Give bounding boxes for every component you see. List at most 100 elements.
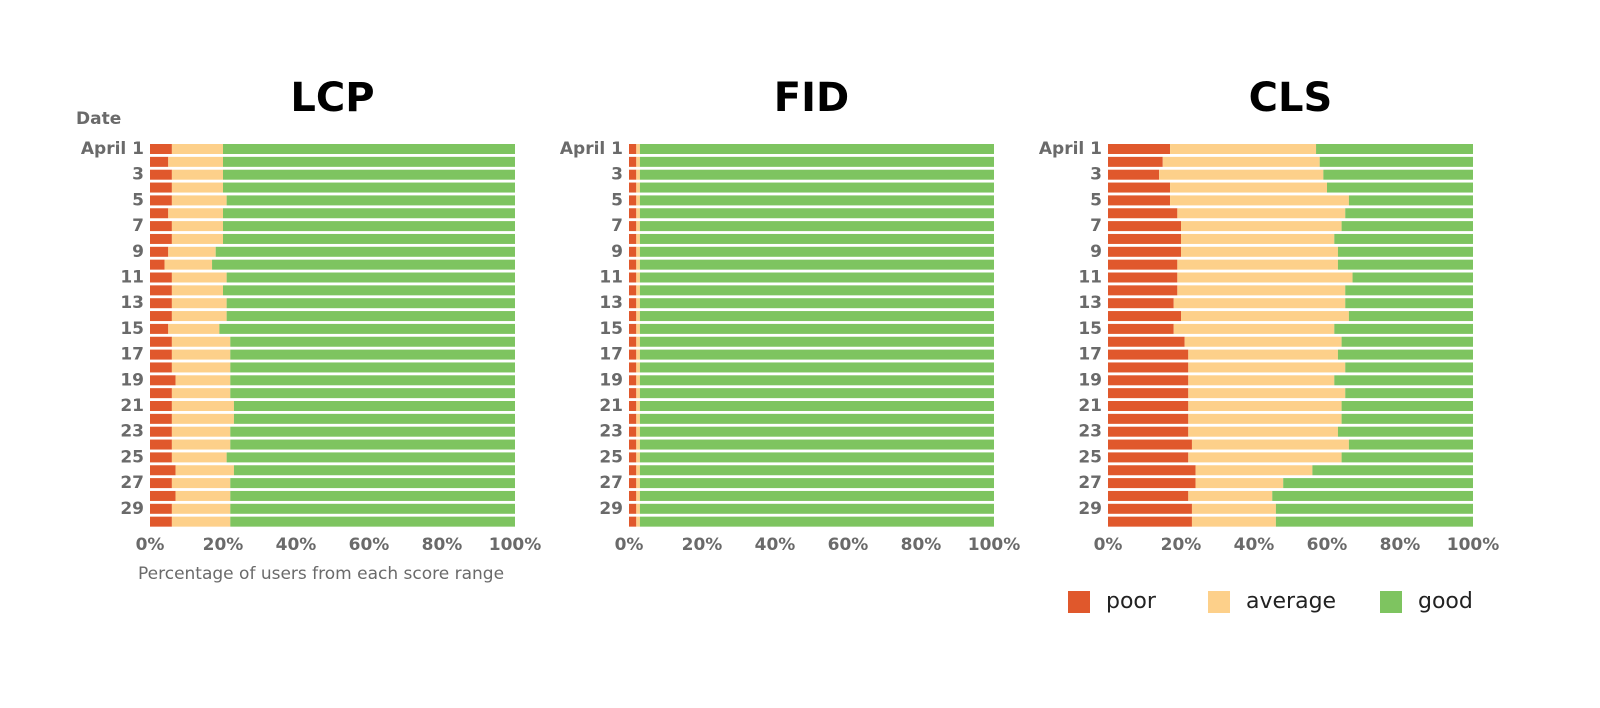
bar-segment <box>1188 349 1338 360</box>
bar-segment <box>168 156 223 167</box>
y-tick-label: 19 <box>120 370 144 390</box>
y-tick-label: 27 <box>1078 473 1102 493</box>
bar-segment <box>223 208 515 219</box>
bar-segment <box>629 452 637 463</box>
bar-segment <box>1275 503 1473 514</box>
y-tick-label: 15 <box>120 319 144 339</box>
bar-segment <box>230 388 516 399</box>
bar-segment <box>636 144 640 154</box>
y-tick-label: 13 <box>1078 293 1102 313</box>
bar-segment <box>171 144 223 154</box>
bar-segment <box>629 465 637 476</box>
y-tick-label: 23 <box>120 422 144 442</box>
bar-segment <box>1345 285 1473 296</box>
bar-segment <box>150 503 172 514</box>
bar-segment <box>1188 362 1346 373</box>
bar-segment <box>150 285 172 296</box>
bar-segment <box>636 298 640 309</box>
bar-segment <box>1337 349 1473 360</box>
bar-segment <box>1108 182 1171 193</box>
bar-segment <box>1191 503 1276 514</box>
bar-segment <box>639 490 994 501</box>
bar-segment <box>223 169 515 180</box>
bar-segment <box>639 362 994 373</box>
bar-segment <box>150 246 169 257</box>
bar-segment <box>1341 452 1473 463</box>
y-tick-label: 5 <box>611 190 623 210</box>
bar-segment <box>150 259 165 270</box>
chart-title: LCP <box>290 75 374 121</box>
bar-segment <box>1108 208 1178 219</box>
bar-segment <box>629 388 637 399</box>
bar-segment <box>230 516 516 527</box>
x-tick-label: 20% <box>682 535 723 555</box>
bar-segment <box>230 426 516 437</box>
bar-segment <box>629 503 637 514</box>
bar-segment <box>1352 272 1473 283</box>
y-tick-label: 17 <box>599 345 623 365</box>
bar-segment <box>636 208 640 219</box>
bar-segment <box>1108 401 1189 411</box>
y-tick-label: 27 <box>120 473 144 493</box>
bar-segment <box>1341 413 1473 424</box>
bar-segment <box>636 336 640 347</box>
bar-segment <box>1177 272 1353 283</box>
y-tick-label: 25 <box>120 447 144 467</box>
bar-segment <box>636 465 640 476</box>
y-tick-label: 5 <box>132 190 144 210</box>
y-tick-label: 29 <box>1078 499 1102 519</box>
bar-segment <box>636 362 640 373</box>
bar-segment <box>168 323 220 334</box>
bar-segment <box>150 349 172 360</box>
bar-segment <box>1345 388 1473 399</box>
bar-segment <box>1337 259 1473 270</box>
bar-segment <box>171 195 227 206</box>
x-tick-label: 40% <box>755 535 796 555</box>
bar-segment <box>639 311 994 322</box>
bar-segment <box>629 208 637 219</box>
bar-segment <box>1188 388 1346 399</box>
bar-segment <box>639 285 994 296</box>
bar-segment <box>639 375 994 386</box>
bar-segment <box>1108 323 1174 334</box>
bar-segment <box>233 401 515 411</box>
bar-segment <box>150 516 172 527</box>
bar-segment <box>150 272 172 283</box>
bar-segment <box>230 375 516 386</box>
bar-segment <box>629 490 637 501</box>
y-tick-label: 7 <box>611 216 623 236</box>
bar-segment <box>1337 246 1473 257</box>
bar-segment <box>212 259 516 270</box>
bar-segment <box>629 426 637 437</box>
bar-segment <box>629 285 637 296</box>
bar-segment <box>175 490 231 501</box>
bar-segment <box>629 439 637 450</box>
bar-segment <box>629 375 637 386</box>
bar-segment <box>639 156 994 167</box>
bar-segment <box>1345 208 1473 219</box>
bar-segment <box>1195 465 1313 476</box>
y-tick-label: 7 <box>132 216 144 236</box>
bar-segment <box>171 349 231 360</box>
bar-segment <box>1181 246 1338 257</box>
bar-segment <box>639 478 994 489</box>
bar-segment <box>171 221 223 232</box>
y-tick-label: 11 <box>120 268 144 288</box>
bar-segment <box>639 516 994 527</box>
bar-segment <box>1170 195 1349 206</box>
y-tick-label: 17 <box>120 345 144 365</box>
bar-segment <box>639 233 994 244</box>
y-tick-label: April 1 <box>560 139 623 159</box>
bar-segment <box>1108 388 1189 399</box>
x-tick-label: 80% <box>1380 535 1421 555</box>
bar-segment <box>636 221 640 232</box>
bar-segment <box>639 323 994 334</box>
bar-segment <box>1108 144 1171 154</box>
y-tick-label: 11 <box>599 268 623 288</box>
bar-segment <box>226 298 515 309</box>
bar-segment <box>636 311 640 322</box>
bar-segment <box>150 323 169 334</box>
bar-segment <box>639 259 994 270</box>
bar-segment <box>1177 208 1346 219</box>
